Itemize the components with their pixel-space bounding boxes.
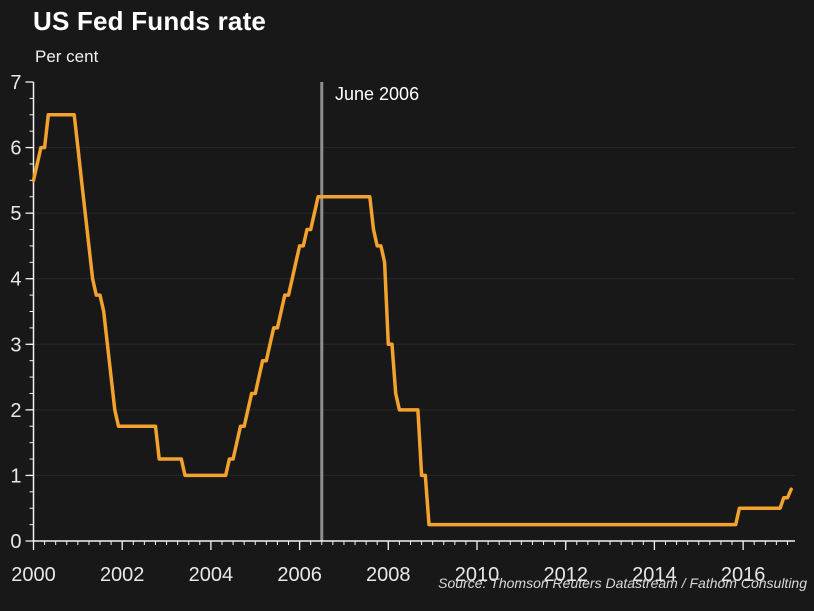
y-tick-label-2: 2 xyxy=(10,400,21,422)
y-tick-label-3: 3 xyxy=(10,334,21,356)
chart-subtitle: Per cent xyxy=(35,47,99,66)
chart-title: US Fed Funds rate xyxy=(33,6,267,36)
y-tick-label-5: 5 xyxy=(10,203,21,225)
y-tick-label-6: 6 xyxy=(10,138,21,160)
x-tick-label-2012: 2012 xyxy=(543,564,588,586)
fed-funds-rate-line xyxy=(31,113,793,527)
axes-and-ticks xyxy=(25,81,795,550)
x-tick-label-2006: 2006 xyxy=(277,564,322,586)
source-credit: Source: Thomson Reuters Datastream / Fat… xyxy=(438,575,807,591)
y-tick-label-1: 1 xyxy=(10,465,21,487)
y-tick-label-4: 4 xyxy=(10,269,21,291)
axis-tick-labels: 2000 2002 2004 2006 2008 2010 2012 2014 2016 0 1 2 3… xyxy=(10,72,765,586)
x-tick-label-2014: 2014 xyxy=(632,564,677,586)
y-tick-label-0: 0 xyxy=(10,531,21,553)
annotation-label-june-2006: June 2006 xyxy=(335,84,420,104)
x-tick-label-2002: 2002 xyxy=(100,564,145,586)
x-tick-label-2004: 2004 xyxy=(189,564,234,586)
x-tick-label-2010: 2010 xyxy=(455,564,500,586)
rate-line-layer xyxy=(31,113,793,527)
y-tick-label-7: 7 xyxy=(10,72,21,94)
x-tick-label-2016: 2016 xyxy=(721,564,766,586)
x-tick-label-2008: 2008 xyxy=(366,564,411,586)
x-tick-label-2000: 2000 xyxy=(11,564,56,586)
